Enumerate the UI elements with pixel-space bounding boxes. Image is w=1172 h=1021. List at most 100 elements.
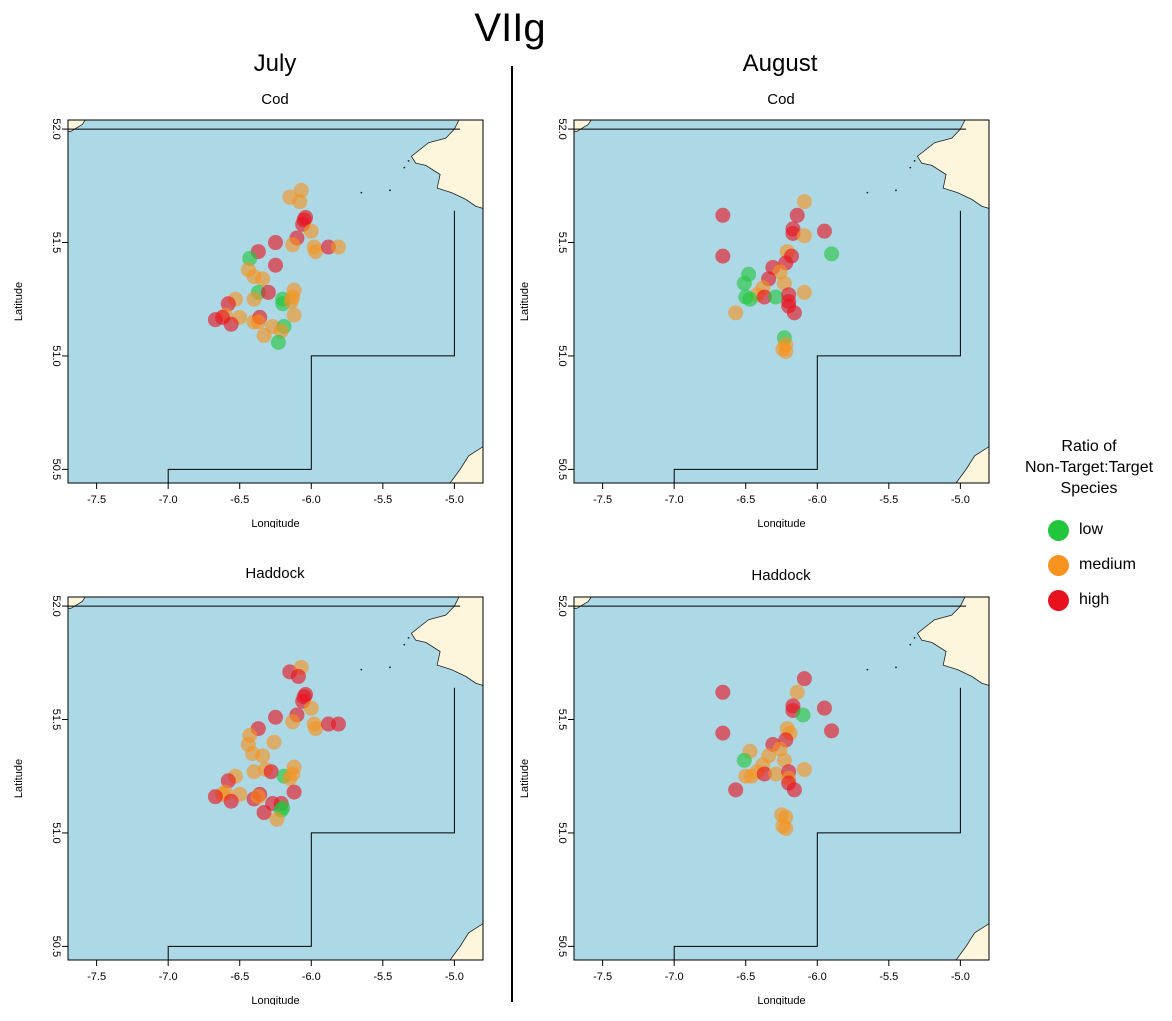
data-point-high	[816, 223, 832, 239]
boundary-line	[673, 687, 961, 960]
data-point-medium	[776, 752, 792, 768]
data-point-medium	[269, 811, 285, 827]
data-point-high	[220, 773, 236, 789]
island-dot	[360, 191, 363, 194]
data-point-medium	[796, 228, 812, 244]
data-point-medium	[772, 741, 788, 757]
legend-label: medium	[1079, 556, 1136, 573]
data-point-medium	[303, 700, 319, 716]
x-axis-label: Longitude	[757, 518, 805, 528]
plot-frame	[67, 119, 484, 484]
y-tick-label: 50.5	[556, 936, 568, 957]
y-tick-label: 51.5	[50, 709, 62, 730]
data-point-high	[715, 207, 731, 223]
x-tick-label: -5.0	[445, 494, 464, 506]
sea-background	[68, 120, 483, 483]
data-point-high	[796, 671, 812, 687]
column-title-july: July	[253, 50, 297, 77]
x-tick-label: -5.5	[373, 494, 392, 506]
boundary-line	[673, 210, 961, 483]
data-point-medium	[283, 294, 299, 309]
y-tick-label: 51.5	[50, 232, 62, 253]
data-point-high	[207, 312, 223, 328]
data-point-medium	[246, 291, 262, 307]
data-point-high	[756, 289, 772, 305]
panel-august-cod: Cod -7.5 -7.0 -6.5 -6.0 -5.5 -5.0 50.5 51.0 51.5…	[506, 88, 1006, 530]
data-point-high	[789, 207, 805, 223]
island-dot	[389, 189, 391, 192]
data-point-medium	[255, 271, 271, 287]
island-dot	[403, 166, 406, 169]
data-point-high	[715, 248, 731, 264]
data-point-high	[290, 668, 306, 684]
data-point-medium	[778, 820, 794, 836]
data-point-low	[242, 250, 258, 266]
legend-label: high	[1079, 591, 1110, 608]
land-wales	[916, 597, 989, 686]
island-dot	[866, 191, 869, 194]
data-point-medium	[250, 789, 266, 805]
data-point-medium	[796, 284, 812, 300]
y-tick-label: 51.5	[556, 709, 568, 730]
y-tick-label: 51.0	[50, 345, 62, 366]
boundary-line	[167, 210, 455, 483]
island-dot	[407, 636, 410, 639]
land-ireland	[68, 120, 86, 132]
data-point-high	[268, 257, 283, 273]
data-point-medium	[282, 771, 298, 786]
data-point-low	[742, 291, 758, 307]
land-ireland	[68, 597, 86, 609]
x-tick-label: -5.0	[951, 971, 970, 983]
data-point-medium	[286, 307, 302, 323]
y-tick-label: 52.0	[556, 595, 568, 616]
data-point-high	[220, 296, 236, 312]
x-tick-label: -7.5	[87, 971, 106, 983]
land-wales	[916, 120, 989, 209]
figure-title: VIIg	[474, 6, 546, 50]
x-tick-label: -7.5	[593, 971, 612, 983]
legend-title: Ratio of Non-Target:Target Species	[1006, 436, 1172, 499]
data-point-high	[786, 305, 802, 321]
data-point-low	[736, 275, 752, 291]
legend-title-line: Ratio of	[1061, 438, 1117, 455]
legend-item-low: low	[1048, 518, 1103, 542]
map-layer	[574, 597, 989, 960]
panel-title: Haddock	[245, 565, 305, 582]
data-point-high	[268, 235, 283, 251]
land-cornwall	[449, 446, 483, 483]
data-point-high	[786, 782, 802, 798]
data-point-medium	[778, 343, 794, 359]
island-dot	[909, 643, 912, 646]
land-wales	[410, 120, 483, 209]
data-point-high	[715, 684, 731, 700]
data-point-medium	[273, 323, 289, 339]
land-cornwall	[449, 923, 483, 960]
data-point-medium	[285, 714, 301, 730]
land-ireland	[574, 597, 592, 609]
column-divider	[511, 66, 513, 1002]
island-dot	[389, 666, 391, 669]
panel-july-haddock: Haddock -7.5 -7.0 -6.5 -6.0 -5.5 -5.0 50.5 51.0…	[0, 565, 500, 1007]
data-point-high	[715, 725, 731, 741]
x-tick-label: -7.5	[593, 494, 612, 506]
boundary-line	[167, 687, 455, 960]
data-point-high	[824, 723, 840, 739]
island-dot	[895, 666, 897, 669]
data-point-high	[756, 766, 772, 782]
data-point-high	[728, 782, 744, 798]
data-point-medium	[285, 237, 301, 253]
land-cornwall	[955, 923, 989, 960]
x-tick-label: -7.0	[665, 494, 684, 506]
x-tick-label: -5.5	[879, 494, 898, 506]
data-point-high	[816, 700, 832, 716]
data-point-medium	[255, 748, 271, 764]
plot-frame	[573, 596, 990, 961]
island-dot	[866, 668, 869, 671]
x-tick-label: -7.5	[87, 494, 106, 506]
map-layer	[574, 120, 989, 483]
data-point-medium	[796, 194, 812, 210]
data-point-low	[795, 707, 811, 723]
y-tick-label: 51.0	[556, 345, 568, 366]
legend-item-medium: medium	[1048, 553, 1136, 577]
map-layer	[68, 120, 483, 483]
